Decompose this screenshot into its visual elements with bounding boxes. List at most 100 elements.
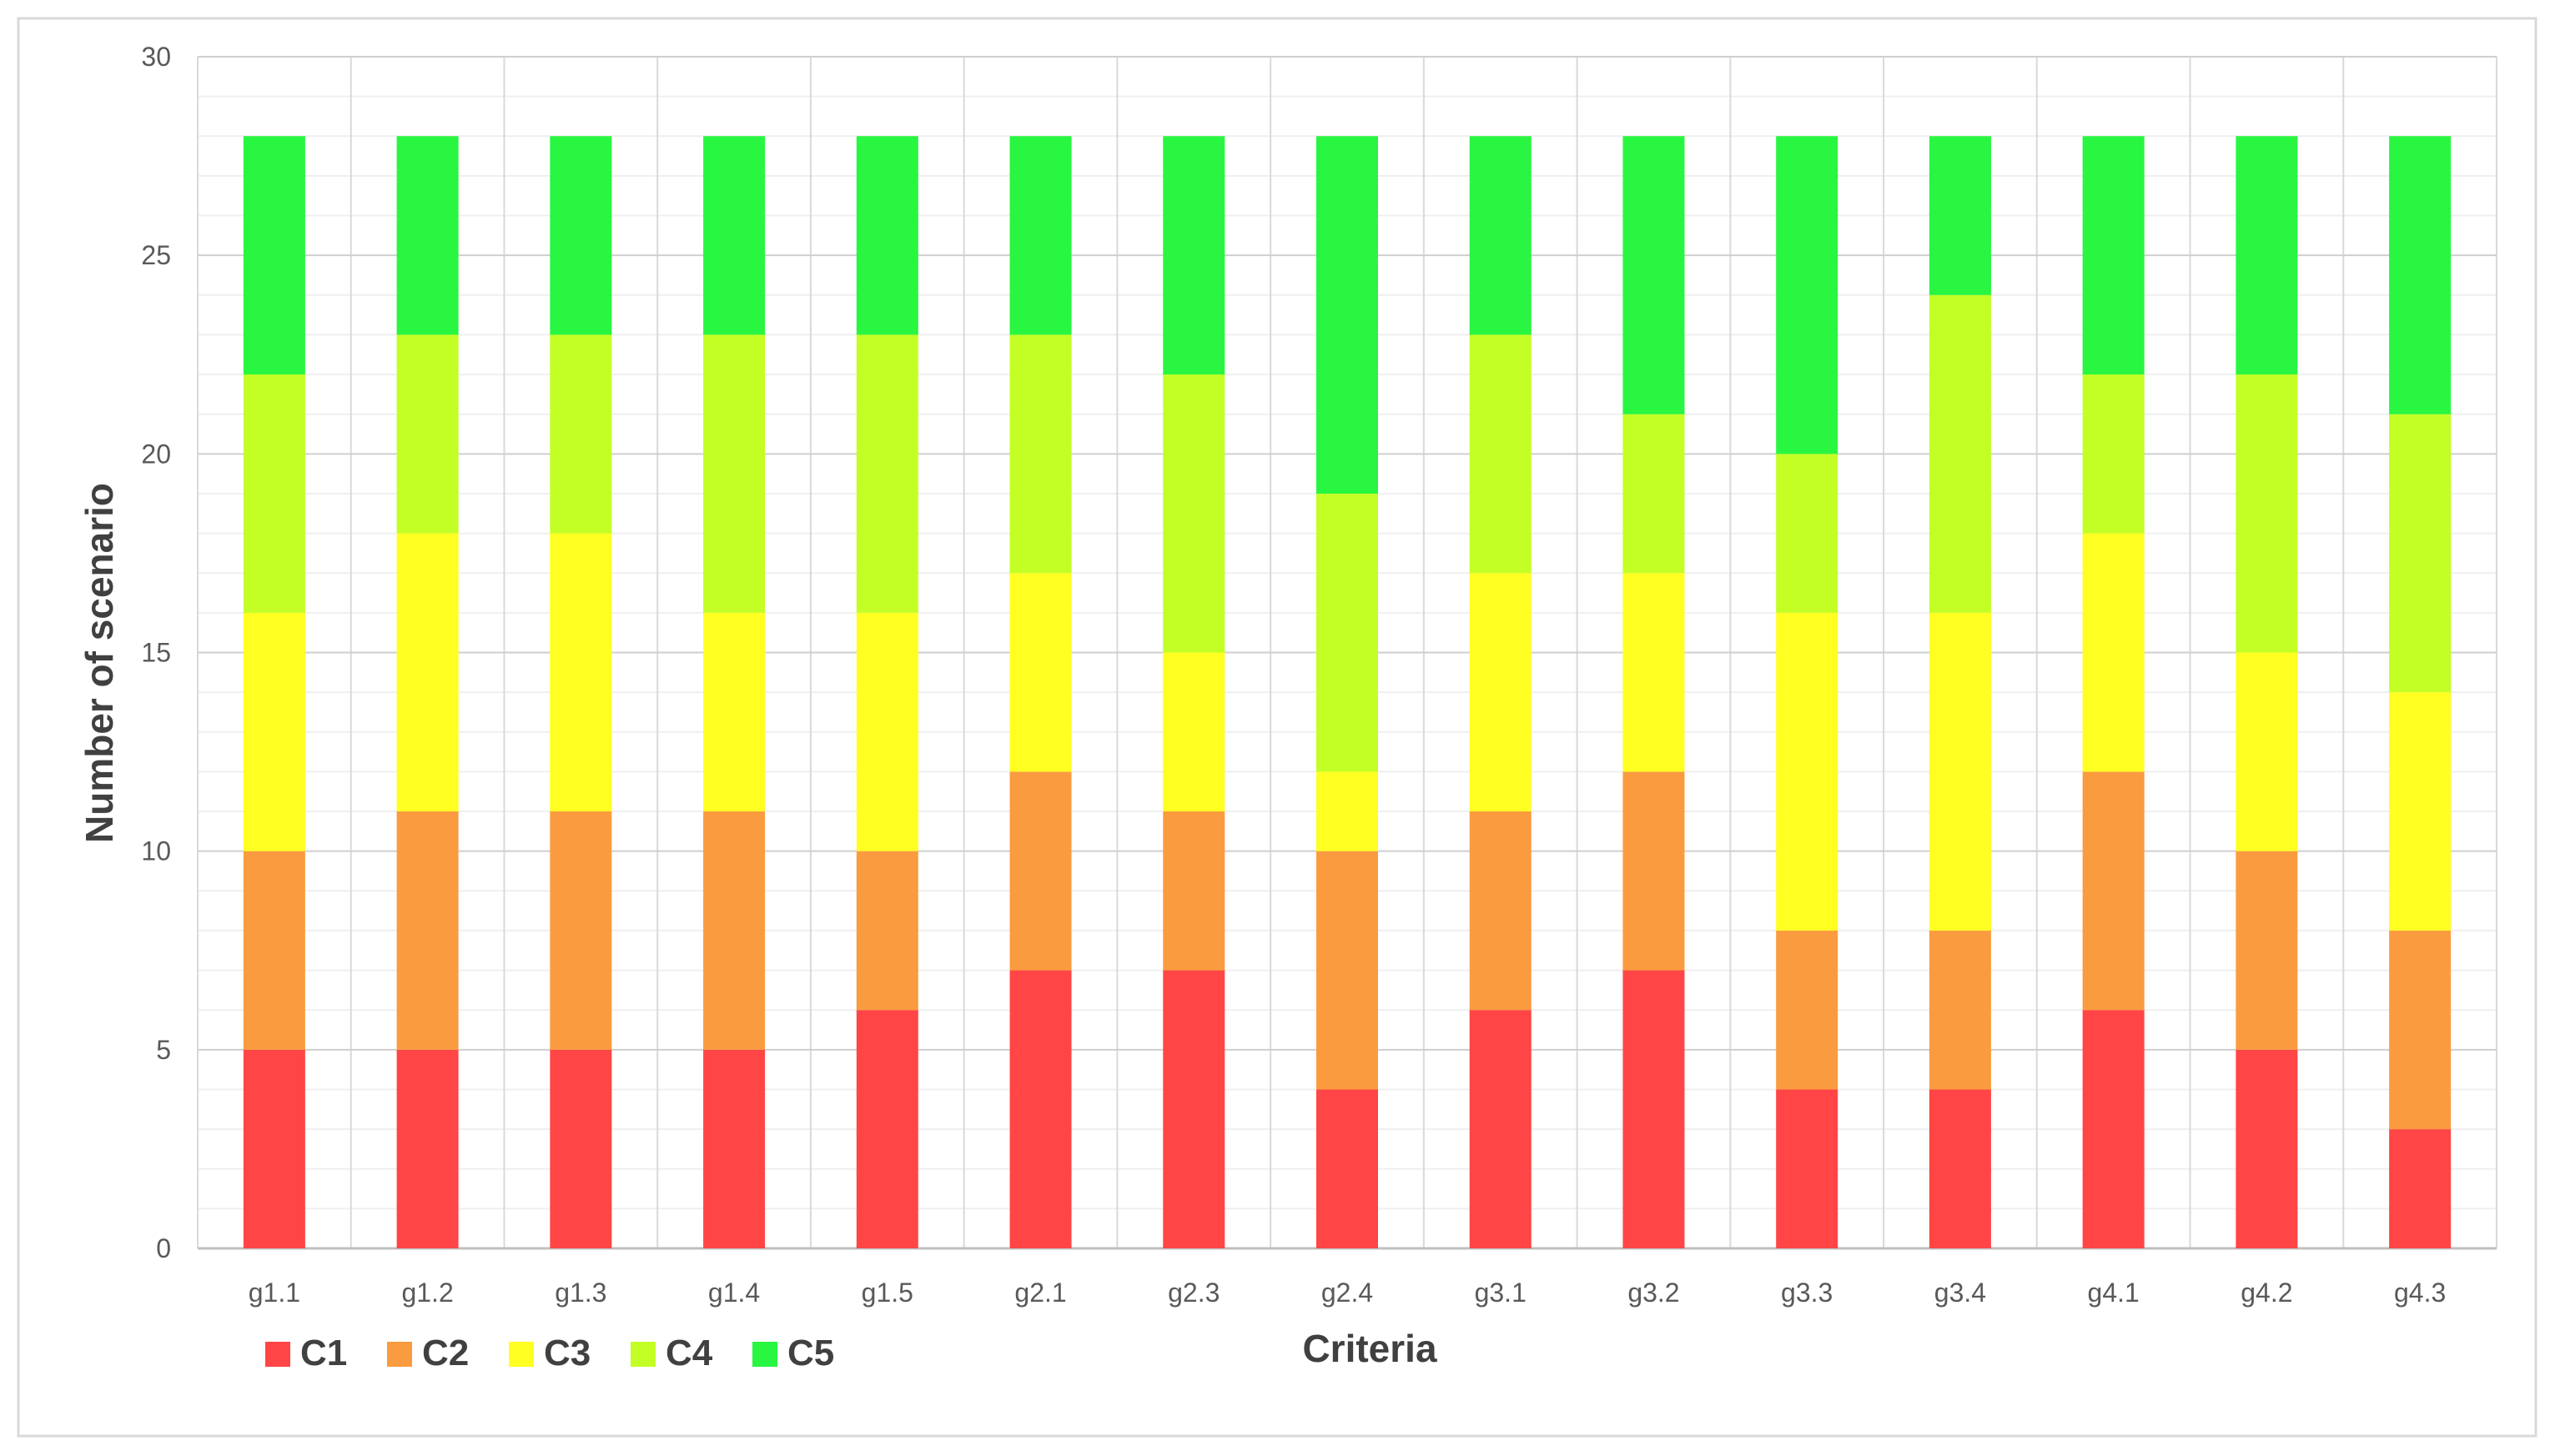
bar-segment-c5-g1-5: [856, 136, 918, 335]
y-tick-label: 25: [141, 240, 171, 270]
bar-segment-c4-g2-1: [1009, 334, 1072, 574]
bar-segment-c1-g1-2: [396, 1049, 459, 1248]
bar-segment-c1-g4-2: [2236, 1049, 2298, 1248]
bar-segment-c1-g3-3: [1776, 1089, 1838, 1248]
bar-segment-c3-g3-3: [1776, 612, 1838, 931]
x-tick-label: g3.1: [1475, 1278, 1526, 1308]
bar-segment-c1-g2-1: [1009, 970, 1072, 1248]
x-tick-label: g1.2: [401, 1278, 453, 1308]
bar-segment-c1-g3-4: [1929, 1089, 1991, 1248]
x-tick-label: g1.1: [249, 1278, 300, 1308]
bar-segment-c5-g3-4: [1929, 136, 1991, 295]
x-tick-label: g4.1: [2088, 1278, 2140, 1308]
legend-label-c2: C2: [422, 1333, 469, 1373]
bar-segment-c3-g2-1: [1009, 573, 1072, 772]
y-tick-label: 30: [141, 42, 171, 72]
x-tick-label: g3.4: [1934, 1278, 1986, 1308]
legend-swatch-c4: [631, 1342, 656, 1367]
bar-segment-c2-g4-3: [2389, 930, 2452, 1130]
bar-segment-c5-g4-1: [2082, 136, 2145, 375]
x-tick-label: g4.2: [2241, 1278, 2292, 1308]
bars: [243, 136, 2452, 1248]
bar-segment-c2-g3-4: [1929, 930, 1991, 1090]
y-tick-label: 0: [156, 1233, 171, 1263]
bar-segment-c2-g1-5: [856, 851, 918, 1011]
x-tick-label: g3.2: [1627, 1278, 1679, 1308]
legend-swatch-c5: [752, 1342, 777, 1367]
bar-segment-c4-g3-2: [1622, 414, 1685, 574]
chart-border: [17, 17, 2537, 1438]
bar-segment-c2-g4-1: [2082, 771, 2145, 1011]
y-tick-label: 5: [156, 1035, 171, 1065]
bar-segment-c3-g3-1: [1469, 573, 1531, 812]
x-tick-label: g3.3: [1781, 1278, 1833, 1308]
axes: 0 5 10 15 20 25 30 g1.1 g1.2 g1.3 g1.4 g1.5 g2.1 g2.3…: [141, 42, 2446, 1308]
bar-segment-c4-g2-4: [1316, 493, 1378, 772]
x-tick-label: g2.4: [1321, 1278, 1373, 1308]
bar-segment-c1-g2-4: [1316, 1089, 1378, 1248]
bar-segment-c3-g3-4: [1929, 612, 1991, 931]
x-tick-label: g1.5: [862, 1278, 913, 1308]
bar-segment-c4-g1-2: [396, 334, 459, 534]
bar-segment-c2-g2-3: [1163, 811, 1225, 971]
x-axis-title: Criteria: [1302, 1327, 1436, 1370]
bar-segment-c4-g1-1: [243, 374, 305, 613]
bar-segment-c3-g4-3: [2389, 692, 2452, 931]
bar-segment-c3-g1-3: [550, 533, 612, 812]
bar-segment-c4-g3-3: [1776, 454, 1838, 613]
x-tick-label: g2.3: [1168, 1278, 1220, 1308]
bar-segment-c4-g4-1: [2082, 374, 2145, 534]
bar-segment-c4-g1-3: [550, 334, 612, 534]
bar-segment-c1-g2-3: [1163, 970, 1225, 1248]
bar-segment-c2-g1-1: [243, 851, 305, 1050]
bar-segment-c1-g4-3: [2389, 1129, 2452, 1248]
bar-segment-c4-g2-3: [1163, 374, 1225, 653]
bar-segment-c2-g2-1: [1009, 771, 1072, 971]
bar-segment-c3-g4-1: [2082, 533, 2145, 772]
bar-segment-c5-g2-4: [1316, 136, 1378, 494]
bar-segment-c5-g3-3: [1776, 136, 1838, 454]
bar-segment-c3-g1-1: [243, 612, 305, 851]
legend: C1 C2 C3 C4 C5: [265, 1333, 834, 1373]
bar-segment-c5-g1-1: [243, 136, 305, 375]
y-axis-title: Number of scenario: [78, 483, 121, 843]
y-tick-label: 10: [141, 836, 171, 866]
bar-segment-c2-g4-2: [2236, 851, 2298, 1050]
legend-swatch-c3: [509, 1342, 534, 1367]
bar-segment-c5-g3-2: [1622, 136, 1685, 414]
bar-segment-c1-g4-1: [2082, 1010, 2145, 1248]
legend-swatch-c1: [265, 1342, 290, 1367]
bar-segment-c1-g1-1: [243, 1049, 305, 1248]
legend-label-c3: C3: [544, 1333, 591, 1373]
y-tick-label: 15: [141, 638, 171, 668]
bar-segment-c3-g1-5: [856, 612, 918, 851]
bar-segment-c5-g4-3: [2389, 136, 2452, 414]
bar-segment-c4-g4-2: [2236, 374, 2298, 653]
bar-segment-c4-g3-1: [1469, 334, 1531, 574]
bar-segment-c3-g1-2: [396, 533, 459, 812]
bar-segment-c1-g1-4: [703, 1049, 766, 1248]
bar-segment-c1-g3-2: [1622, 970, 1685, 1248]
bar-segment-c3-g1-4: [703, 612, 766, 812]
bar-segment-c5-g1-4: [703, 136, 766, 335]
bar-segment-c5-g2-3: [1163, 136, 1225, 375]
bar-segment-c3-g2-4: [1316, 771, 1378, 851]
y-tick-label: 20: [141, 439, 171, 469]
bar-segment-c4-g4-3: [2389, 414, 2452, 693]
bar-segment-c4-g1-4: [703, 334, 766, 613]
bar-segment-c4-g1-5: [856, 334, 918, 613]
bar-segment-c1-g3-1: [1469, 1010, 1531, 1248]
bar-segment-c3-g4-2: [2236, 652, 2298, 851]
bar-segment-c3-g3-2: [1622, 573, 1685, 772]
bar-segment-c2-g2-4: [1316, 851, 1378, 1090]
bar-segment-c3-g2-3: [1163, 652, 1225, 812]
bar-segment-c5-g4-2: [2236, 136, 2298, 375]
bar-segment-c5-g3-1: [1469, 136, 1531, 335]
legend-swatch-c2: [387, 1342, 412, 1367]
x-tick-label: g1.3: [555, 1278, 606, 1308]
bar-segment-c5-g2-1: [1009, 136, 1072, 335]
legend-label-c1: C1: [300, 1333, 347, 1373]
bar-segment-c5-g1-3: [550, 136, 612, 335]
bar-segment-c2-g3-3: [1776, 930, 1838, 1090]
